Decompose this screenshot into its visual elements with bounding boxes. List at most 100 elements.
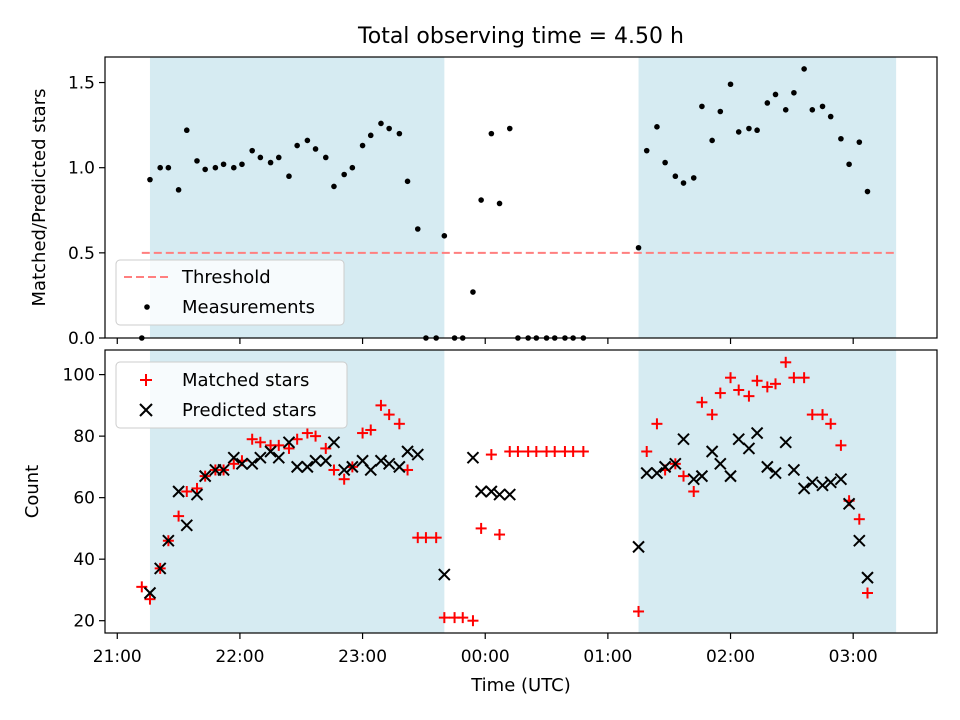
matched-star-point bbox=[291, 433, 303, 445]
measurement-point bbox=[212, 164, 219, 171]
matched-star-point bbox=[714, 387, 726, 399]
matched-star-point bbox=[853, 513, 865, 525]
predicted-star-point bbox=[401, 445, 414, 458]
predicted-star-point bbox=[438, 568, 451, 581]
measurement-point bbox=[754, 127, 760, 134]
matched-star-point bbox=[393, 418, 405, 430]
matched-star-point bbox=[788, 372, 800, 384]
measurements-legend-label: Measurements bbox=[182, 297, 315, 318]
matched-star-point bbox=[246, 433, 258, 445]
matched-star-point bbox=[467, 615, 479, 627]
predicted-star-point bbox=[382, 457, 396, 471]
predicted-star-point bbox=[853, 534, 866, 547]
measurement-point bbox=[378, 120, 384, 127]
predicted-star-point bbox=[640, 466, 653, 480]
matched-star-point bbox=[136, 581, 148, 593]
matched-star-point bbox=[365, 424, 377, 436]
matched-star-point bbox=[375, 399, 387, 411]
predicted-star-point bbox=[393, 460, 406, 474]
predicted-star-point bbox=[180, 519, 193, 532]
measurement-point bbox=[275, 154, 282, 161]
count-y-tick-label: 100 bbox=[63, 366, 95, 386]
measurement-point bbox=[286, 173, 292, 180]
matched-star-point bbox=[438, 612, 450, 624]
matched-star-point bbox=[430, 532, 442, 544]
matched-star-point bbox=[181, 486, 193, 497]
matched-star-point bbox=[688, 486, 700, 497]
matched-star-point bbox=[861, 587, 873, 599]
predicted-star-point bbox=[834, 472, 848, 486]
count-y-tick-label: 60 bbox=[73, 489, 95, 509]
x-tick-label: 22:00 bbox=[215, 647, 264, 667]
ratio-y-tick-label: 1.5 bbox=[68, 74, 95, 94]
measurement-point bbox=[341, 171, 347, 178]
measurement-point bbox=[791, 89, 797, 96]
predicted-star-point bbox=[466, 451, 480, 464]
measurement-point bbox=[488, 130, 495, 137]
matched-star-point bbox=[301, 427, 313, 439]
predicted-star-point bbox=[474, 485, 488, 498]
matched-star-point bbox=[696, 396, 708, 408]
measurement-point bbox=[183, 127, 190, 134]
measurement-point bbox=[220, 161, 227, 168]
measurement-point bbox=[709, 137, 715, 144]
count-y-axis-label: Count bbox=[22, 465, 43, 518]
measurement-point bbox=[864, 188, 871, 195]
measurement-point bbox=[801, 66, 807, 72]
predicted-star-point bbox=[301, 460, 314, 474]
matched-star-point bbox=[806, 409, 818, 421]
predicted-star-point bbox=[162, 534, 175, 547]
measurement-point bbox=[635, 244, 642, 251]
measurement-point bbox=[672, 173, 679, 180]
ratio-y-axis-label: Matched/Predicted stars bbox=[29, 89, 50, 307]
predicted-star-point bbox=[190, 488, 204, 501]
x-tick-label: 01:00 bbox=[583, 647, 632, 667]
measurement-point bbox=[809, 106, 816, 113]
predicted-star-point bbox=[806, 476, 819, 489]
measurement-point bbox=[735, 129, 742, 135]
predicted-star-point bbox=[761, 460, 774, 474]
matched-star-point bbox=[254, 436, 266, 448]
predicted-legend-label: Predicted stars bbox=[182, 400, 316, 421]
measurement-point bbox=[349, 164, 356, 171]
measurement-point bbox=[239, 161, 245, 168]
matched-star-point bbox=[780, 356, 792, 368]
predicted-star-point bbox=[217, 463, 230, 477]
matched-star-point bbox=[770, 378, 782, 390]
predicted-star-point bbox=[824, 476, 837, 489]
predicted-star-point bbox=[797, 482, 811, 495]
count-legend-box bbox=[115, 361, 348, 429]
matched-star-point bbox=[825, 418, 837, 430]
matched-star-point bbox=[641, 446, 653, 458]
measurement-point bbox=[496, 200, 503, 207]
count-shaded-interval-1 bbox=[638, 350, 897, 633]
predicted-star-point bbox=[198, 469, 212, 483]
matched-star-point bbox=[475, 522, 487, 534]
matched-star-point bbox=[228, 458, 240, 470]
measurement-point bbox=[359, 142, 366, 149]
matched-star-point bbox=[512, 446, 524, 458]
measurement-point bbox=[194, 158, 200, 164]
measurement-point bbox=[230, 164, 237, 171]
predicted-star-point bbox=[816, 479, 829, 492]
matched-star-point bbox=[725, 372, 737, 384]
predicted-star-point bbox=[411, 448, 424, 461]
predicted-star-point bbox=[346, 460, 359, 474]
x-tick-label: 21:00 bbox=[93, 647, 142, 667]
predicted-star-point bbox=[143, 586, 157, 600]
count-panel: 20 40 60 80 100 21:00 22:00 23:00 00:00 01:00 02:… bbox=[22, 349, 938, 667]
predicted-star-point bbox=[658, 460, 672, 474]
matched-legend-swatch bbox=[140, 374, 152, 386]
measurement-point bbox=[717, 108, 724, 115]
matched-star-point bbox=[494, 529, 506, 541]
predicted-star-point bbox=[724, 469, 737, 483]
matched-star-point bbox=[733, 384, 745, 396]
measurement-point bbox=[267, 159, 274, 166]
measurement-point bbox=[367, 132, 374, 139]
ratio-y-tick-label: 1.0 bbox=[68, 159, 95, 179]
x-tick-label: 23:00 bbox=[338, 647, 387, 667]
matched-star-point bbox=[751, 375, 763, 387]
ratio-panel: 0.0 0.5 1.0 1.5 Matched/Predicted stars Thr… bbox=[29, 56, 938, 349]
matched-star-point bbox=[320, 442, 332, 454]
